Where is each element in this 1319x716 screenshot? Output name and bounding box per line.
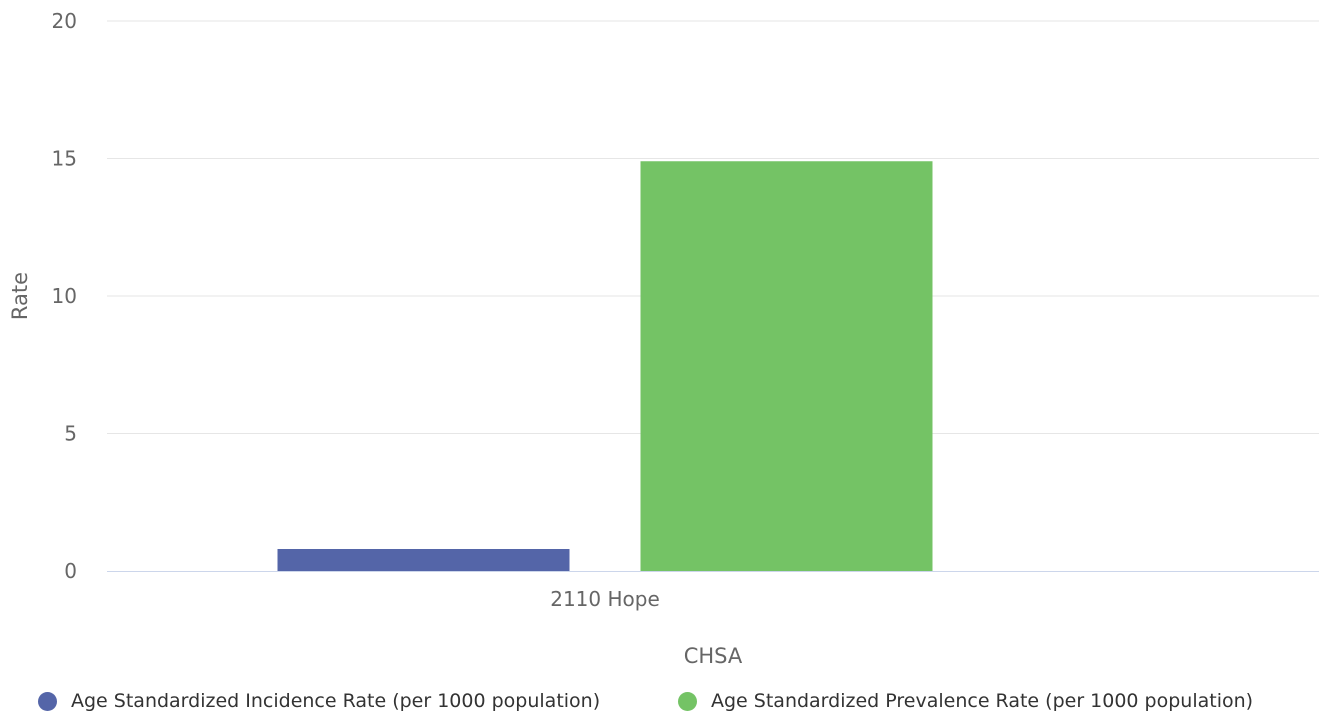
bar-prevalence[interactable]: [640, 161, 933, 571]
y-tick-label: 15: [52, 147, 77, 171]
y-tick-label: 0: [64, 559, 77, 583]
x-axis-title: CHSA: [684, 644, 743, 668]
chart-plot: 0 5 10 15 20 2110 Hope Rate CHSA: [8, 9, 1319, 668]
y-axis-ticks: 0 5 10 15 20: [52, 9, 77, 583]
legend-item-prevalence[interactable]: Age Standardized Prevalence Rate (per 10…: [678, 686, 1253, 716]
x-axis-ticks: 2110 Hope: [550, 587, 660, 611]
bar-incidence[interactable]: [277, 549, 570, 571]
y-tick-label: 10: [52, 284, 77, 308]
bars: [277, 161, 933, 571]
legend: Age Standardized Incidence Rate (per 100…: [0, 686, 1319, 716]
y-tick-label: 5: [64, 422, 77, 446]
y-tick-label: 20: [52, 9, 77, 33]
legend-label-prevalence: Age Standardized Prevalence Rate (per 10…: [711, 690, 1254, 712]
legend-item-incidence[interactable]: Age Standardized Incidence Rate (per 100…: [38, 686, 600, 716]
x-tick-label: 2110 Hope: [550, 587, 660, 611]
legend-swatch-prevalence: [678, 691, 697, 711]
legend-label-incidence: Age Standardized Incidence Rate (per 100…: [71, 690, 601, 712]
y-axis-title: Rate: [8, 272, 32, 320]
legend-swatch-incidence: [38, 691, 57, 711]
